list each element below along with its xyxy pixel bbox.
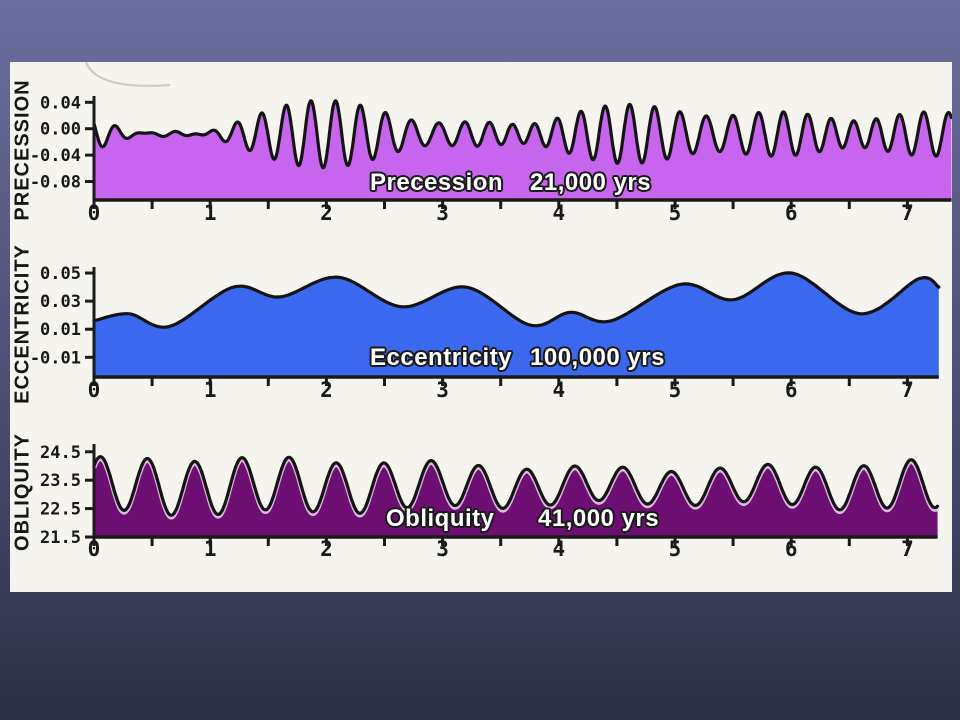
obliquity-x-tick-label: 7 (901, 537, 914, 561)
precession-x-tick-label: 6 (785, 201, 798, 225)
series-period-label: 100,000 yrs (530, 344, 665, 371)
obliquity-x-tick-label: 3 (436, 537, 449, 561)
obliquity-curve (92, 455, 940, 517)
precession-y-tick-label: 0.00 (40, 120, 81, 140)
eccentricity-x-tick-label: 6 (785, 378, 798, 402)
series-period-label: 41,000 yrs (538, 505, 660, 532)
eccentricity-x-tick-label: 2 (320, 378, 333, 402)
obliquity-y-tick-label: 24.5 (40, 443, 81, 463)
precession-y-tick-label: -0.08 (30, 173, 81, 193)
eccentricity-x-tick-label: 3 (436, 378, 449, 402)
eccentricity-x-tick-label: 5 (669, 378, 682, 402)
eccentricity-series-caption: Eccentricity 100,000 yrs (370, 344, 665, 372)
obliquity-x-tick-label: 4 (552, 537, 565, 561)
precession-x-tick-label: 7 (901, 201, 914, 225)
eccentricity-y-tick-label: -0.01 (30, 348, 81, 368)
eccentricity-x-tick-label: 0 (88, 378, 101, 402)
precession-axis-title: PRECESSION (11, 79, 34, 221)
precession-series-caption: Precession 21,000 yrs (370, 169, 651, 197)
eccentricity-area (94, 272, 939, 377)
milankovitch-cycles-charts: 0 1 2 3 4 5 6 7 0.04 0.00 -0.04 -0.08 0 1 2 3 4 5 6 7 0.05 0.… (30, 62, 952, 561)
eccentricity-y-tick-label: 0.03 (40, 292, 81, 312)
obliquity-x-tick-label: 1 (204, 537, 217, 561)
eccentricity-x-tick-label: 1 (204, 378, 217, 402)
precession-curve (92, 99, 952, 170)
precession-y-tick-label: -0.04 (30, 146, 81, 166)
figure-panel: 0 1 2 3 4 5 6 7 0.04 0.00 -0.04 -0.08 0 1 2 3 4 5 6 7 0.05 0.… (10, 62, 952, 592)
obliquity-series-caption: Obliquity 41,000 yrs (386, 505, 659, 533)
scan-artifact-arc (84, 62, 171, 87)
obliquity-y-tick-label: 21.5 (40, 528, 81, 548)
obliquity-x-tick-label: 5 (669, 537, 682, 561)
precession-x-tick-label: 3 (436, 201, 449, 225)
precession-x-tick-label: 4 (552, 201, 565, 225)
series-name-label: Obliquity (386, 505, 495, 532)
eccentricity-y-tick-label: 0.01 (40, 320, 81, 340)
obliquity-x-tick-label: 6 (785, 537, 798, 561)
precession-x-tick-label: 1 (204, 201, 217, 225)
obliquity-x-tick-label: 0 (88, 537, 101, 561)
eccentricity-x-tick-label: 4 (552, 378, 565, 402)
eccentricity-y-tick-label: 0.05 (40, 264, 81, 284)
series-name-label: Precession (370, 169, 504, 196)
obliquity-y-tick-label: 22.5 (40, 500, 81, 520)
series-period-label: 21,000 yrs (530, 169, 652, 196)
precession-x-tick-label: 0 (88, 201, 101, 225)
precession-x-tick-label: 5 (669, 201, 682, 225)
series-name-label: Eccentricity (370, 344, 513, 371)
obliquity-y-tick-label: 23.5 (40, 471, 81, 491)
precession-x-tick-label: 2 (320, 201, 333, 225)
obliquity-x-tick-label: 2 (320, 537, 333, 561)
eccentricity-curve (92, 271, 941, 329)
obliquity-axis-title: OBLIQUITY (11, 433, 34, 551)
eccentricity-x-tick-label: 7 (901, 378, 914, 402)
precession-y-tick-label: 0.04 (40, 93, 81, 113)
eccentricity-axis-title: ECCENTRICITY (11, 244, 34, 404)
